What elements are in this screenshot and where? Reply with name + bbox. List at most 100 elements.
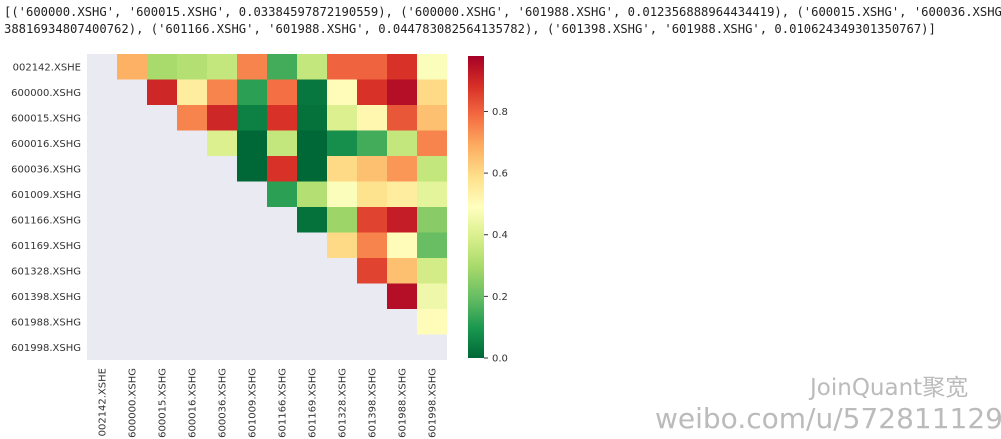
heat-cell xyxy=(207,105,237,131)
x-tick-label: 601166.XSHG xyxy=(278,368,289,438)
x-tick-label: 002142.XSHE xyxy=(98,368,109,436)
heat-cell xyxy=(387,207,417,233)
heat-cell xyxy=(177,105,207,131)
heat-cell xyxy=(327,54,357,80)
heat-cell xyxy=(417,54,447,80)
heat-cell xyxy=(207,130,237,156)
colorbar xyxy=(468,56,484,358)
output-line: [('600000.XSHG', '600015.XSHG', 0.033845… xyxy=(4,5,1001,19)
heat-cell xyxy=(237,156,267,182)
y-tick-label: 601166.XSHG xyxy=(11,215,81,226)
y-tick-label: 601169.XSHG xyxy=(11,241,81,252)
heat-cell xyxy=(357,79,387,105)
heat-cell xyxy=(417,283,447,309)
x-tick-label: 601328.XSHG xyxy=(338,368,349,438)
x-tick-label: 600016.XSHG xyxy=(188,368,199,438)
heat-cell xyxy=(237,54,267,80)
heat-cell xyxy=(297,207,327,233)
heat-cell xyxy=(147,54,177,80)
x-tick-label: 601988.XSHG xyxy=(398,368,409,438)
heat-cell xyxy=(357,54,387,80)
heat-cell xyxy=(147,79,177,105)
heat-cell xyxy=(357,130,387,156)
heat-cell xyxy=(267,181,297,207)
x-tick-label: 601009.XSHG xyxy=(248,368,259,438)
heat-cell xyxy=(417,181,447,207)
heat-cell xyxy=(387,130,417,156)
heat-cell xyxy=(297,105,327,131)
heat-cell xyxy=(417,309,447,335)
heat-cell xyxy=(387,283,417,309)
heat-cell xyxy=(357,105,387,131)
heat-cell xyxy=(327,232,357,258)
heat-cell xyxy=(327,79,357,105)
heat-cell xyxy=(387,181,417,207)
heat-cell xyxy=(417,207,447,233)
heat-cell xyxy=(327,156,357,182)
heat-cell xyxy=(357,232,387,258)
y-tick-label: 601988.XSHG xyxy=(11,317,81,328)
y-tick-label: 601009.XSHG xyxy=(11,190,81,201)
heat-cell xyxy=(297,156,327,182)
heat-cell xyxy=(387,54,417,80)
x-tick-label: 600015.XSHG xyxy=(158,368,169,438)
heat-cell xyxy=(357,258,387,284)
heat-cell xyxy=(327,130,357,156)
x-tick-label: 601998.XSHG xyxy=(428,368,439,438)
heat-cell xyxy=(387,79,417,105)
watermark-brand: JoinQuant聚宽 xyxy=(808,375,968,401)
x-tick-label: 601169.XSHG xyxy=(308,368,319,438)
heat-cell xyxy=(327,105,357,131)
colorbar-tick-label: 0.0 xyxy=(492,354,508,365)
heat-cell xyxy=(357,207,387,233)
heat-cell xyxy=(417,156,447,182)
colorbar-tick-label: 0.2 xyxy=(492,292,508,303)
heat-cell xyxy=(207,54,237,80)
heat-cell xyxy=(387,258,417,284)
heat-cell xyxy=(297,54,327,80)
heat-cell xyxy=(267,105,297,131)
heat-cell xyxy=(387,232,417,258)
y-tick-label: 600016.XSHG xyxy=(11,139,81,150)
y-tick-label: 601998.XSHG xyxy=(11,343,81,354)
heat-cell xyxy=(357,156,387,182)
heat-cell xyxy=(327,181,357,207)
watermark-url: weibo.com/u/5728111298 xyxy=(655,402,1001,435)
heat-cell xyxy=(207,79,237,105)
y-tick-label: 002142.XSHE xyxy=(13,62,81,73)
x-tick-label: 600000.XSHG xyxy=(128,368,139,438)
x-tick-label: 600036.XSHG xyxy=(218,368,229,438)
output-line: 38816934807400762), ('601166.XSHG', '601… xyxy=(4,22,936,36)
y-tick-label: 600000.XSHG xyxy=(11,88,81,99)
heat-cell xyxy=(297,79,327,105)
heat-cell xyxy=(177,79,207,105)
heat-cell xyxy=(417,105,447,131)
y-tick-label: 600015.XSHG xyxy=(11,113,81,124)
heat-cell xyxy=(417,258,447,284)
heat-cell xyxy=(387,105,417,131)
colorbar-tick-label: 0.4 xyxy=(492,230,508,241)
heat-cell xyxy=(417,79,447,105)
heat-cell xyxy=(267,130,297,156)
heat-cell xyxy=(267,54,297,80)
y-tick-label: 601328.XSHG xyxy=(11,266,81,277)
heat-cell xyxy=(357,181,387,207)
heat-cell xyxy=(417,232,447,258)
heat-cell xyxy=(297,181,327,207)
heat-cell xyxy=(237,79,267,105)
y-tick-label: 600036.XSHG xyxy=(11,164,81,175)
heat-cell xyxy=(387,156,417,182)
heat-cell xyxy=(237,105,267,131)
heat-cell xyxy=(417,130,447,156)
heat-cell xyxy=(267,79,297,105)
x-tick-label: 601398.XSHG xyxy=(368,368,379,438)
heat-cell xyxy=(327,207,357,233)
heat-cell xyxy=(117,54,147,80)
heat-cell xyxy=(297,130,327,156)
heat-cell xyxy=(237,130,267,156)
y-tick-label: 601398.XSHG xyxy=(11,292,81,303)
heat-cell xyxy=(177,54,207,80)
colorbar-tick-label: 0.8 xyxy=(492,107,508,118)
heat-cell xyxy=(267,156,297,182)
